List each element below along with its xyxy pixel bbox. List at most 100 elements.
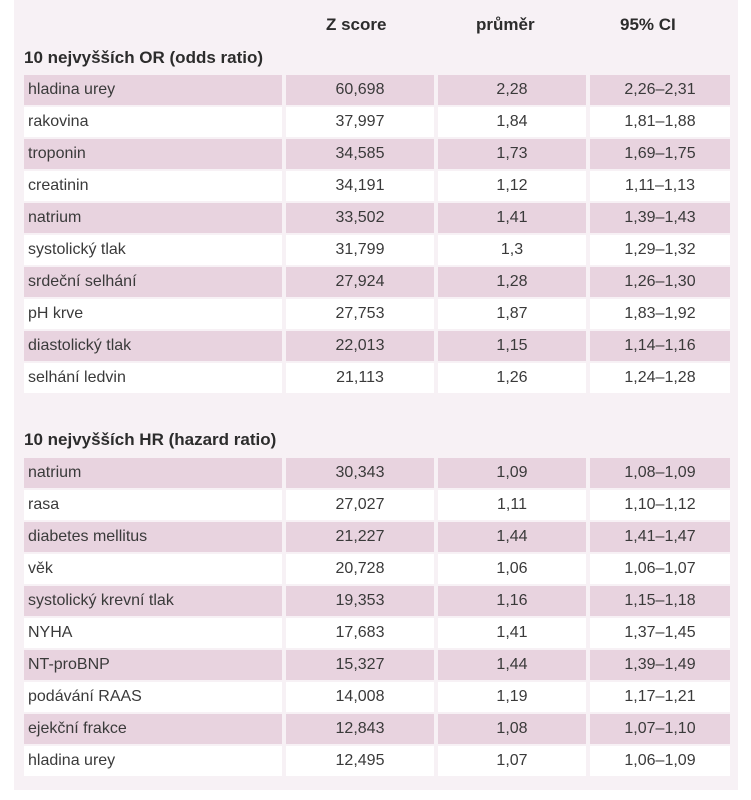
cell-z-score: 12,843 [286,714,434,744]
cell-prumer: 1,12 [438,171,586,201]
header-prumer: průměr [476,15,535,34]
cell-parameter: natrium [24,203,282,233]
cell-prumer: 1,09 [438,458,586,488]
cell-ci: 1,10–1,12 [590,490,730,520]
cell-ci: 1,08–1,09 [590,458,730,488]
cell-parameter: diastolický tlak [24,331,282,361]
cell-parameter: diabetes mellitus [24,522,282,552]
cell-ci: 1,07–1,10 [590,714,730,744]
cell-ci: 1,41–1,47 [590,522,730,552]
results-table: Z score průměr 95% CI 10 nejvyšších OR (… [14,0,738,790]
cell-z-score: 31,799 [286,235,434,265]
cell-z-score: 12,495 [286,746,434,776]
table-row: hladina urey 60,698 2,28 2,26–2,31 [24,75,730,105]
cell-z-score: 37,997 [286,107,434,137]
cell-ci: 1,83–1,92 [590,299,730,329]
section-title-hr: 10 nejvyšších HR (hazard ratio) [24,430,277,449]
cell-parameter: věk [24,554,282,584]
table-row: věk 20,728 1,06 1,06–1,07 [24,554,730,584]
cell-ci: 1,26–1,30 [590,267,730,297]
cell-ci: 1,06–1,07 [590,554,730,584]
cell-prumer: 1,07 [438,746,586,776]
table-row: systolický krevní tlak 19,353 1,16 1,15–1,1… [24,586,730,616]
table-row: selhání ledvin 21,113 1,26 1,24–1,28 [24,363,730,393]
cell-parameter: rakovina [24,107,282,137]
table-row: pH krve 27,753 1,87 1,83–1,92 [24,299,730,329]
cell-prumer: 1,3 [438,235,586,265]
cell-ci: 1,37–1,45 [590,618,730,648]
cell-z-score: 17,683 [286,618,434,648]
cell-ci: 2,26–2,31 [590,75,730,105]
table-row: hladina urey 12,495 1,07 1,06–1,09 [24,746,730,776]
cell-parameter: rasa [24,490,282,520]
cell-prumer: 1,73 [438,139,586,169]
cell-parameter: troponin [24,139,282,169]
table-row: diastolický tlak 22,013 1,15 1,14–1,16 [24,331,730,361]
cell-ci: 1,24–1,28 [590,363,730,393]
cell-prumer: 1,16 [438,586,586,616]
table-header: Z score průměr 95% CI [14,0,738,44]
cell-prumer: 1,26 [438,363,586,393]
cell-z-score: 34,585 [286,139,434,169]
or-rows: hladina urey 60,698 2,28 2,26–2,31 rakovina 3… [24,75,730,395]
header-ci: 95% CI [620,15,676,34]
cell-parameter: selhání ledvin [24,363,282,393]
cell-prumer: 1,08 [438,714,586,744]
table-row: NT-proBNP 15,327 1,44 1,39–1,49 [24,650,730,680]
cell-parameter: systolický tlak [24,235,282,265]
cell-prumer: 1,15 [438,331,586,361]
cell-z-score: 27,027 [286,490,434,520]
cell-z-score: 30,343 [286,458,434,488]
cell-parameter: natrium [24,458,282,488]
cell-prumer: 1,28 [438,267,586,297]
cell-ci: 1,29–1,32 [590,235,730,265]
cell-parameter: hladina urey [24,746,282,776]
section-title-or: 10 nejvyšších OR (odds ratio) [24,48,264,67]
cell-z-score: 21,227 [286,522,434,552]
cell-ci: 1,39–1,49 [590,650,730,680]
cell-prumer: 1,44 [438,522,586,552]
table-row: rasa 27,027 1,11 1,10–1,12 [24,490,730,520]
table-row: NYHA 17,683 1,41 1,37–1,45 [24,618,730,648]
cell-parameter: creatinin [24,171,282,201]
cell-z-score: 34,191 [286,171,434,201]
table-row: creatinin 34,191 1,12 1,11–1,13 [24,171,730,201]
cell-z-score: 22,013 [286,331,434,361]
cell-parameter: ejekční frakce [24,714,282,744]
cell-parameter: NYHA [24,618,282,648]
cell-ci: 1,17–1,21 [590,682,730,712]
cell-prumer: 1,19 [438,682,586,712]
table-row: rakovina 37,997 1,84 1,81–1,88 [24,107,730,137]
header-z-score: Z score [326,15,387,34]
cell-z-score: 27,753 [286,299,434,329]
cell-parameter: NT-proBNP [24,650,282,680]
cell-z-score: 20,728 [286,554,434,584]
cell-ci: 1,39–1,43 [590,203,730,233]
cell-parameter: pH krve [24,299,282,329]
cell-ci: 1,15–1,18 [590,586,730,616]
cell-z-score: 60,698 [286,75,434,105]
cell-ci: 1,69–1,75 [590,139,730,169]
table-row: systolický tlak 31,799 1,3 1,29–1,32 [24,235,730,265]
cell-prumer: 1,11 [438,490,586,520]
cell-z-score: 27,924 [286,267,434,297]
cell-prumer: 2,28 [438,75,586,105]
table-row: diabetes mellitus 21,227 1,44 1,41–1,47 [24,522,730,552]
table-row: troponin 34,585 1,73 1,69–1,75 [24,139,730,169]
table-row: srdeční selhání 27,924 1,28 1,26–1,30 [24,267,730,297]
cell-prumer: 1,06 [438,554,586,584]
cell-prumer: 1,41 [438,203,586,233]
cell-parameter: srdeční selhání [24,267,282,297]
cell-parameter: podávání RAAS [24,682,282,712]
cell-prumer: 1,44 [438,650,586,680]
cell-z-score: 21,113 [286,363,434,393]
table-row: ejekční frakce 12,843 1,08 1,07–1,10 [24,714,730,744]
cell-prumer: 1,41 [438,618,586,648]
cell-ci: 1,06–1,09 [590,746,730,776]
cell-z-score: 15,327 [286,650,434,680]
cell-ci: 1,81–1,88 [590,107,730,137]
cell-ci: 1,14–1,16 [590,331,730,361]
table-row: podávání RAAS 14,008 1,19 1,17–1,21 [24,682,730,712]
table-row: natrium 30,343 1,09 1,08–1,09 [24,458,730,488]
cell-z-score: 33,502 [286,203,434,233]
